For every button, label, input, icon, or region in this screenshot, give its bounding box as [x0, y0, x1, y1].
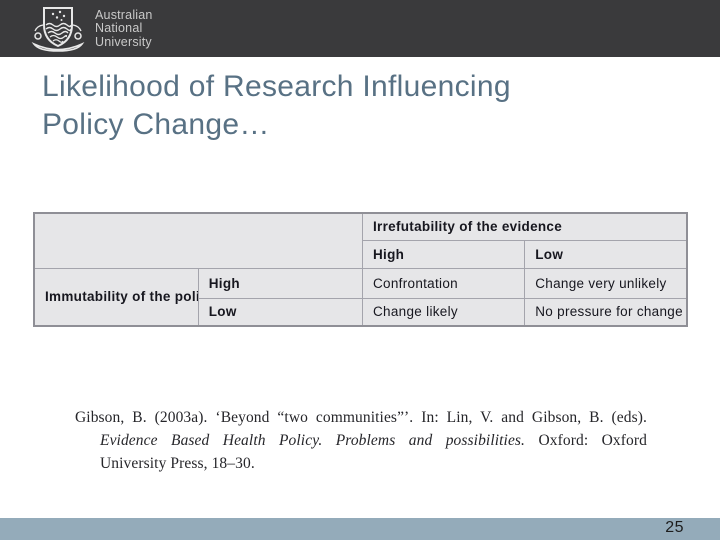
logo-line: University: [95, 34, 152, 49]
citation-line3: University Press, 18–30.: [100, 455, 255, 472]
policy-matrix: Irrefutability of the evidence High Low …: [33, 212, 688, 327]
logo-line: Australian: [95, 7, 153, 22]
matrix-row-group-header: Immutability of the policy: [33, 267, 199, 327]
citation: Gibson, B. (2003a). ‘Beyond “two communi…: [75, 406, 647, 475]
matrix-row-header-high: High: [197, 267, 364, 299]
policy-matrix-table: Irrefutability of the evidence High Low …: [33, 212, 688, 327]
slide-title: Likelihood of Research Influencing Polic…: [42, 68, 511, 144]
citation-book-title: Evidence Based Health Policy. Problems a…: [100, 432, 526, 449]
matrix-col-group-header: Irrefutability of the evidence: [362, 212, 688, 241]
anu-logo-text: Australian National University: [95, 7, 153, 50]
footer-bar: [0, 518, 720, 540]
slide-title-line1: Likelihood of Research Influencing: [42, 70, 511, 103]
matrix-cell-low-high: Change likely: [361, 297, 526, 327]
logo-line: National: [95, 21, 143, 36]
slide-header-bar: Australian National University: [0, 0, 720, 57]
slide-title-line2: Policy Change…: [42, 108, 270, 141]
matrix-blank-cell: [33, 212, 363, 269]
citation-line1: Gibson, B. (2003a). ‘Beyond “two communi…: [75, 409, 647, 426]
matrix-col-header-high: High: [361, 239, 526, 269]
matrix-cell-high-high: Confrontation: [361, 267, 526, 299]
matrix-col-header-low: Low: [524, 239, 688, 269]
matrix-cell-high-low: Change very unlikely: [524, 267, 688, 299]
citation-line2: Evidence Based Health Policy. Problems a…: [100, 429, 647, 452]
matrix-row-header-low: Low: [197, 297, 364, 327]
matrix-cell-low-low: No pressure for change: [524, 297, 688, 327]
citation-publisher: Oxford: Oxford: [525, 432, 648, 449]
anu-logo: Australian National University: [27, 3, 153, 55]
page-number: 25: [665, 519, 684, 536]
anu-crest-icon: [31, 6, 85, 52]
